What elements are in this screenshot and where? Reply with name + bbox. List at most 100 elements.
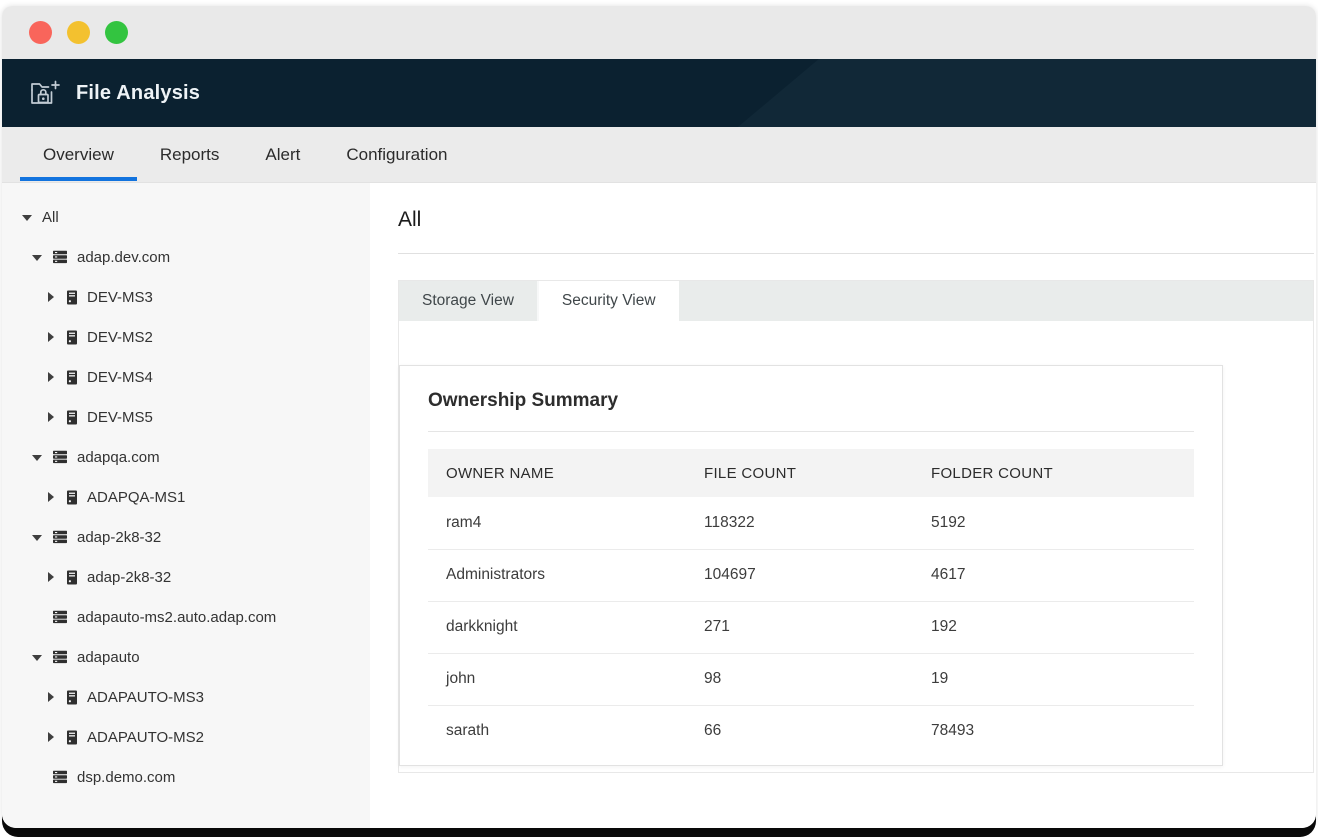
- view-container: Storage View Security View Ownership Sum…: [398, 280, 1314, 773]
- tree-item[interactable]: ADAPAUTO-MS2: [2, 717, 370, 757]
- server-icon: [66, 730, 78, 745]
- caret-down-icon[interactable]: [32, 531, 43, 544]
- tree-item[interactable]: ADAPAUTO-MS3: [2, 677, 370, 717]
- tree-item-label: DEV-MS4: [87, 368, 153, 386]
- tree-item[interactable]: DEV-MS3: [2, 277, 370, 317]
- tree-item-label: adap-2k8-32: [77, 528, 162, 546]
- view-tabbar: Storage View Security View: [399, 281, 1313, 321]
- caret-right-icon[interactable]: [46, 731, 57, 744]
- caret-right-icon[interactable]: [46, 331, 57, 344]
- cell-owner-name: john: [428, 652, 686, 705]
- caret-spacer: [32, 771, 43, 784]
- app-body: All adap.dev.com DEV-MS3: [2, 183, 1316, 828]
- column-header-folder-count: FOLDER COUNT: [913, 449, 1194, 497]
- table-row: Administrators 104697 4617: [428, 548, 1194, 601]
- tab-label: Security View: [561, 292, 656, 309]
- domain-icon: [52, 609, 68, 625]
- caret-down-icon[interactable]: [32, 651, 43, 664]
- tree-item-all[interactable]: All: [2, 197, 370, 237]
- table-row: ram4 118322 5192: [428, 497, 1194, 549]
- app-header: File Analysis: [2, 59, 1316, 127]
- tree-item[interactable]: DEV-MS2: [2, 317, 370, 357]
- server-icon: [66, 370, 78, 385]
- tab-label: Storage View: [422, 292, 514, 309]
- cell-file-count: 271: [686, 600, 913, 653]
- column-header-file-count: FILE COUNT: [686, 449, 913, 497]
- tree-item[interactable]: adap.dev.com: [2, 237, 370, 277]
- tab-storage-view[interactable]: Storage View: [399, 281, 539, 321]
- cell-owner-name: sarath: [428, 704, 686, 757]
- window-titlebar: [2, 6, 1316, 59]
- tree-item-label: adapauto: [77, 648, 140, 666]
- close-button[interactable]: [29, 21, 52, 44]
- tree-item[interactable]: dsp.demo.com: [2, 757, 370, 797]
- tree-item[interactable]: adapauto-ms2.auto.adap.com: [2, 597, 370, 637]
- tab-alert[interactable]: Alert: [242, 127, 323, 182]
- tree-item[interactable]: DEV-MS4: [2, 357, 370, 397]
- cell-file-count: 118322: [704, 513, 755, 531]
- zoom-button[interactable]: [105, 21, 128, 44]
- tree-item-label: DEV-MS2: [87, 328, 153, 346]
- caret-spacer: [32, 611, 43, 624]
- domain-icon: [52, 769, 68, 785]
- caret-right-icon[interactable]: [46, 411, 57, 424]
- caret-down-icon[interactable]: [22, 211, 33, 224]
- tree-item-label: ADAPAUTO-MS2: [87, 728, 204, 746]
- tab-overview[interactable]: Overview: [20, 127, 137, 182]
- tree-item-label: adap-2k8-32: [87, 568, 172, 586]
- caret-right-icon[interactable]: [46, 571, 57, 584]
- sidebar-tree: All adap.dev.com DEV-MS3: [2, 183, 370, 828]
- table-header-row: OWNER NAME FILE COUNT FOLDER COUNT: [428, 449, 1194, 497]
- security-view-panel: Ownership Summary OWNER NAME FILE COUNT …: [399, 321, 1313, 766]
- cell-folder-count: 19: [913, 652, 1194, 705]
- domain-icon: [52, 449, 68, 465]
- tree-item-label: adap.dev.com: [77, 248, 171, 266]
- folder-lock-plus-icon: [29, 79, 61, 108]
- tree-item[interactable]: adap-2k8-32: [2, 517, 370, 557]
- table-row: darkknight 271 192: [428, 600, 1194, 653]
- caret-right-icon[interactable]: [46, 491, 57, 504]
- ownership-summary-card: Ownership Summary OWNER NAME FILE COUNT …: [399, 365, 1223, 766]
- cell-folder-count: 5192: [931, 513, 966, 531]
- tab-reports[interactable]: Reports: [137, 127, 243, 182]
- table-row: john 98 19: [428, 652, 1194, 705]
- domain-icon: [52, 649, 68, 665]
- tree-item-label: dsp.demo.com: [77, 768, 176, 786]
- cell-owner-name: ram4: [446, 513, 482, 531]
- card-title: Ownership Summary: [428, 390, 619, 411]
- cell-folder-count: 78493: [913, 704, 1194, 757]
- tab-label: Reports: [159, 144, 220, 164]
- ownership-summary-table: OWNER NAME FILE COUNT FOLDER COUNT ram4 …: [428, 449, 1194, 757]
- server-icon: [66, 690, 78, 705]
- cell-file-count: 104697: [686, 548, 913, 601]
- cell-file-count: 66: [686, 704, 913, 757]
- tree-item[interactable]: adapqa.com: [2, 437, 370, 477]
- divider: [398, 253, 1314, 254]
- tree-item[interactable]: adapauto: [2, 637, 370, 677]
- tree-item[interactable]: adap-2k8-32: [2, 557, 370, 597]
- tab-security-view[interactable]: Security View: [538, 281, 679, 321]
- server-icon: [66, 290, 78, 305]
- caret-down-icon[interactable]: [32, 451, 43, 464]
- tree-item-label: adapqa.com: [77, 448, 160, 466]
- server-icon: [66, 490, 78, 505]
- caret-right-icon[interactable]: [46, 371, 57, 384]
- tree-item-label: ADAPQA-MS1: [87, 488, 186, 506]
- tab-configuration[interactable]: Configuration: [323, 127, 470, 182]
- tree-item-label: ADAPAUTO-MS3: [87, 688, 204, 706]
- divider: [428, 431, 1194, 432]
- minimize-button[interactable]: [67, 21, 90, 44]
- tree-item-label: DEV-MS3: [87, 288, 153, 306]
- column-header-owner-name: OWNER NAME: [428, 449, 686, 497]
- tree-item[interactable]: ADAPQA-MS1: [2, 477, 370, 517]
- page-title: All: [398, 208, 422, 231]
- tree-item-label: All: [42, 208, 59, 226]
- caret-down-icon[interactable]: [32, 251, 43, 264]
- caret-right-icon[interactable]: [46, 291, 57, 304]
- caret-right-icon[interactable]: [46, 691, 57, 704]
- tab-label: Overview: [43, 144, 114, 164]
- tab-label: Alert: [265, 144, 301, 164]
- main-content: All Storage View Security View Ownership…: [370, 183, 1316, 828]
- tab-label: Configuration: [346, 144, 448, 164]
- tree-item[interactable]: DEV-MS5: [2, 397, 370, 437]
